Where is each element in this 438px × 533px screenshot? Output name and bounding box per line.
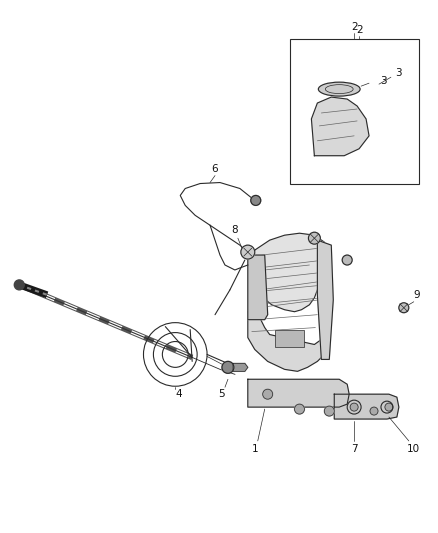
Circle shape: [385, 403, 393, 411]
Text: 10: 10: [407, 444, 420, 454]
Polygon shape: [311, 97, 369, 156]
Circle shape: [222, 361, 234, 373]
Text: 6: 6: [212, 164, 218, 174]
Ellipse shape: [318, 82, 360, 96]
Polygon shape: [248, 379, 349, 407]
Text: 3: 3: [381, 76, 387, 86]
Circle shape: [251, 196, 261, 205]
Circle shape: [370, 407, 378, 415]
Text: 8: 8: [232, 225, 238, 235]
Circle shape: [241, 245, 255, 259]
Circle shape: [263, 389, 273, 399]
Polygon shape: [250, 233, 329, 312]
Circle shape: [294, 404, 304, 414]
Polygon shape: [248, 255, 268, 320]
Polygon shape: [318, 240, 333, 359]
Circle shape: [399, 303, 409, 313]
Bar: [275, 329, 304, 348]
Bar: [290, 39, 419, 183]
Circle shape: [342, 255, 352, 265]
Polygon shape: [248, 308, 329, 372]
Polygon shape: [334, 394, 399, 419]
Text: 1: 1: [251, 444, 258, 454]
Text: 4: 4: [175, 389, 182, 399]
Text: 9: 9: [413, 290, 420, 300]
Circle shape: [14, 280, 24, 290]
Text: 2: 2: [356, 25, 362, 35]
Circle shape: [324, 406, 334, 416]
Text: 2: 2: [351, 21, 357, 31]
Circle shape: [350, 403, 358, 411]
Circle shape: [308, 232, 320, 244]
Text: 3: 3: [396, 68, 402, 78]
Text: 7: 7: [351, 444, 357, 454]
Polygon shape: [233, 364, 248, 372]
Text: 5: 5: [219, 389, 225, 399]
